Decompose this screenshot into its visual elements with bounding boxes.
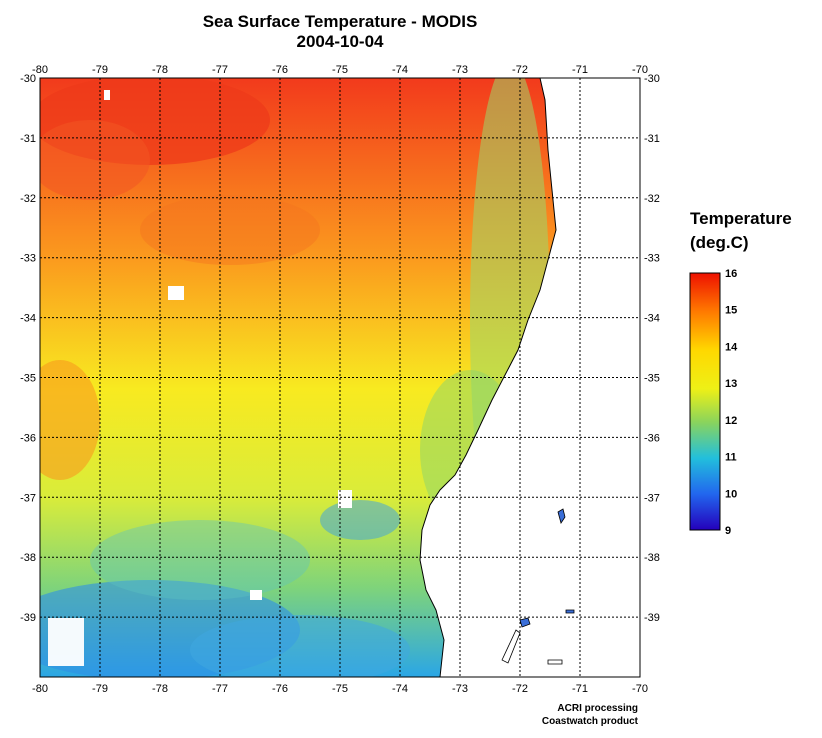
top-lon-tick-label: -78 [152, 64, 168, 76]
colorbar [689, 272, 721, 531]
right-lat-tick-label: -33 [644, 253, 660, 265]
map-date: 2004-10-04 [296, 32, 384, 51]
bottom-lon-tick-label: -70 [632, 683, 648, 695]
right-lat-tick-label: -37 [644, 492, 660, 504]
colorbar-tick-label: 9 [725, 525, 731, 537]
top-lon-tick-label: -70 [632, 64, 648, 76]
colorbar-tick-label: 12 [725, 415, 737, 427]
colorbar-tick-label: 15 [725, 305, 737, 317]
left-lat-tick-label: -32 [20, 193, 36, 205]
top-lon-tick-label: -75 [332, 64, 348, 76]
left-lat-tick-label: -36 [20, 432, 36, 444]
colorbar-tick-label: 11 [725, 452, 737, 464]
right-lat-tick-label: -36 [644, 432, 660, 444]
top-lon-tick-label: -74 [392, 64, 408, 76]
right-lat-tick-label: -39 [644, 612, 660, 624]
right-lat-tick-label: -34 [644, 313, 660, 325]
right-lat-tick-label: -35 [644, 373, 660, 385]
bottom-lon-tick-label: -75 [332, 683, 348, 695]
tick-labels: -80 -80 -79 -79 -78 -78 -77 -77 -76 -76 -75 -75 -74 -… [20, 64, 660, 695]
bottom-lon-tick-label: -77 [212, 683, 228, 695]
bottom-lon-tick-label: -72 [512, 683, 528, 695]
top-lon-tick-label: -72 [512, 64, 528, 76]
colorbar-tick-label: 14 [725, 341, 738, 353]
left-lat-tick-label: -38 [20, 552, 36, 564]
left-lat-tick-label: -39 [20, 612, 36, 624]
sst-field [40, 78, 640, 677]
credit-processing: ACRI processing [557, 703, 638, 714]
credit-product: Coastwatch product [541, 716, 638, 727]
top-lon-tick-label: -77 [212, 64, 228, 76]
bottom-lon-tick-label: -74 [392, 683, 408, 695]
bottom-lon-tick-label: -76 [272, 683, 288, 695]
left-lat-tick-label: -33 [20, 253, 36, 265]
top-lon-tick-label: -80 [32, 64, 48, 76]
right-lat-tick-label: -32 [644, 193, 660, 205]
right-lat-tick-label: -38 [644, 552, 660, 564]
left-lat-tick-label: -37 [20, 492, 36, 504]
top-lon-tick-label: -73 [452, 64, 468, 76]
left-lat-tick-label: -31 [20, 133, 36, 145]
colorbar-tick-label: 13 [725, 378, 737, 390]
map-title: Sea Surface Temperature - MODIS [202, 12, 478, 31]
bottom-lon-tick-label: -78 [152, 683, 168, 695]
right-lat-tick-label: -31 [644, 133, 660, 145]
top-lon-tick-label: -79 [92, 64, 108, 76]
top-lon-tick-label: -71 [572, 64, 588, 76]
left-lat-tick-label: -35 [20, 373, 36, 385]
left-lat-tick-label: -34 [20, 313, 36, 325]
bottom-lon-tick-label: -80 [32, 683, 48, 695]
colorbar-labels: 16 15 14 13 12 11 10 9 [725, 268, 738, 537]
colorbar-tick-label: 16 [725, 268, 737, 280]
left-lat-tick-label: -30 [20, 73, 36, 85]
bottom-lon-tick-label: -71 [572, 683, 588, 695]
top-lon-tick-label: -76 [272, 64, 288, 76]
bottom-lon-tick-label: -73 [452, 683, 468, 695]
legend-title: Temperature [690, 209, 792, 228]
bottom-lon-tick-label: -79 [92, 683, 108, 695]
legend-units: (deg.C) [690, 233, 749, 252]
right-lat-tick-label: -30 [644, 73, 660, 85]
map-frame [39, 77, 641, 678]
grid-lines [40, 78, 640, 677]
colorbar-tick-label: 10 [725, 488, 737, 500]
